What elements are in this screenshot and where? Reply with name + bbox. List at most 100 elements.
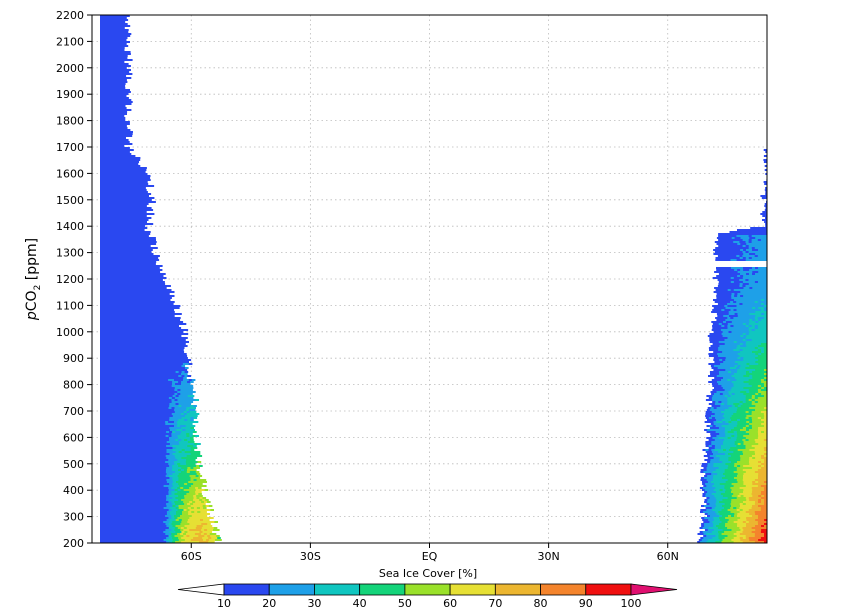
ice-cell-south xyxy=(141,309,145,311)
ice-cell-south xyxy=(150,185,155,187)
ice-cell-south xyxy=(121,293,125,295)
ice-cell-south xyxy=(120,377,125,379)
ice-cell-north xyxy=(720,377,724,379)
ice-cell-south xyxy=(160,383,164,385)
ice-cell-south xyxy=(112,375,116,377)
ice-cell-south xyxy=(139,195,143,197)
ice-cell-south xyxy=(100,59,104,61)
ice-cell-north xyxy=(758,371,762,373)
ice-cell-north xyxy=(714,301,719,303)
ice-cell-south xyxy=(132,219,137,221)
ice-cell-south xyxy=(176,305,181,307)
ice-cell-north xyxy=(751,355,756,357)
ice-cell-south xyxy=(118,303,122,305)
ice-cell-north xyxy=(757,383,762,385)
ice-cell-south xyxy=(120,253,125,255)
ice-cell-south xyxy=(147,315,151,317)
ice-cell-south xyxy=(114,353,119,355)
ice-cell-south xyxy=(129,223,133,225)
ice-cell-south xyxy=(109,45,113,47)
ice-cell-south xyxy=(142,195,146,197)
ice-cell-south xyxy=(129,277,134,279)
ice-cell-north xyxy=(761,391,765,393)
ice-cell-north xyxy=(730,305,734,307)
ice-cell-north xyxy=(719,275,723,277)
ice-cell-south xyxy=(157,383,161,385)
ice-cell-north xyxy=(746,291,750,293)
ice-cell-south xyxy=(108,161,113,163)
ice-cell-north xyxy=(739,301,743,303)
ice-cell-south xyxy=(117,229,122,231)
ice-cell-north xyxy=(736,239,741,241)
ice-cell-south xyxy=(127,149,131,151)
ice-cell-south xyxy=(142,345,146,347)
ice-cell-north xyxy=(755,237,759,239)
ice-cell-south xyxy=(159,355,164,357)
ice-cell-north xyxy=(758,293,762,295)
ice-cell-north xyxy=(725,319,729,321)
ice-cell-south xyxy=(147,279,151,281)
ice-cell-south xyxy=(135,327,140,329)
ice-cell-north xyxy=(745,281,750,283)
ice-cell-south xyxy=(111,115,116,117)
ice-cell-north xyxy=(751,401,756,403)
ice-cell-north xyxy=(754,395,759,397)
ice-cell-north xyxy=(743,267,747,269)
ice-cell-south xyxy=(129,175,133,177)
ice-cell-south xyxy=(151,333,155,335)
ice-cell-north xyxy=(751,343,756,345)
ice-cell-north xyxy=(712,347,716,349)
ice-cell-south xyxy=(106,47,110,49)
ice-cell-south xyxy=(178,395,183,397)
ice-cell-south xyxy=(109,109,113,111)
ice-cell-south xyxy=(132,387,137,389)
ice-cell-south xyxy=(126,147,130,149)
ice-cell-north xyxy=(718,277,723,279)
ice-cell-north xyxy=(736,397,741,399)
ice-cell-south xyxy=(115,395,119,397)
ice-cell-south xyxy=(129,267,134,269)
ice-cell-south xyxy=(166,367,171,369)
ice-cell-north xyxy=(728,271,733,273)
ice-cell-south xyxy=(111,175,116,177)
ice-cell-south xyxy=(132,267,137,269)
ice-cell-south xyxy=(100,89,104,91)
ice-cell-south xyxy=(109,201,113,203)
ice-cell-south xyxy=(109,313,113,315)
ice-cell-south xyxy=(151,375,155,377)
ice-cell-south xyxy=(141,297,146,299)
ice-cell-north xyxy=(748,343,753,345)
ice-cell-south xyxy=(103,393,107,395)
ice-cell-north xyxy=(727,235,731,237)
ice-cell-south xyxy=(100,299,104,301)
ice-cell-south xyxy=(147,397,152,399)
ice-cell-south xyxy=(152,237,156,239)
ice-cell-south xyxy=(106,201,110,203)
ice-cell-south xyxy=(109,211,113,213)
ice-cell-south xyxy=(103,293,107,295)
ice-cell-south xyxy=(135,193,140,195)
ice-cell-south xyxy=(173,321,177,323)
ice-cell-south xyxy=(114,233,119,235)
ice-cell-south xyxy=(123,141,127,143)
ice-cell-south xyxy=(162,349,166,351)
ice-cell-north xyxy=(765,217,767,219)
ice-cell-south xyxy=(124,285,129,287)
ice-cell-south xyxy=(164,309,169,311)
ice-cell-south xyxy=(127,53,131,55)
ice-cell-south xyxy=(123,131,128,133)
ice-cell-south xyxy=(173,343,177,345)
ice-cell-south xyxy=(106,333,110,335)
ice-cell-north xyxy=(761,299,765,301)
ice-cell-south xyxy=(112,395,116,397)
ice-cell-south xyxy=(106,93,110,95)
ice-cell-north xyxy=(730,317,734,319)
ice-cell-south xyxy=(125,71,130,73)
ice-cell-south xyxy=(124,219,128,221)
ice-cell-south xyxy=(100,385,104,387)
ice-cell-south xyxy=(118,65,122,67)
ice-cell-south xyxy=(109,165,113,167)
ice-cell-south xyxy=(109,49,113,51)
ice-cell-north xyxy=(723,361,727,363)
ice-cell-south xyxy=(100,127,104,129)
